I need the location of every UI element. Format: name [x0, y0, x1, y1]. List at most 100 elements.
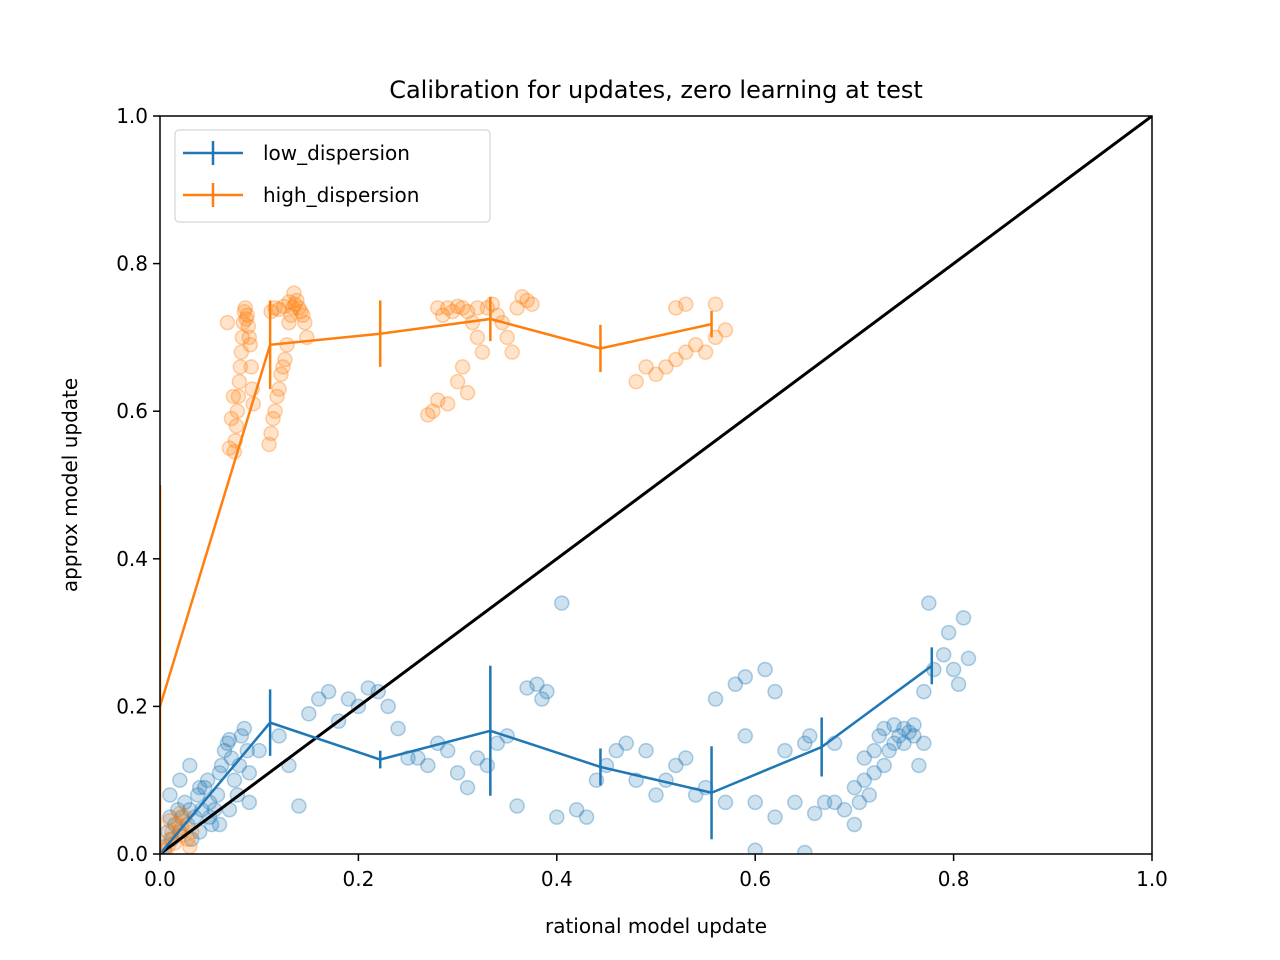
data-point-1-74	[469, 329, 486, 346]
data-point-1-30	[242, 337, 259, 353]
data-point-0-68	[509, 798, 525, 814]
data-point-0-42	[241, 794, 258, 811]
data-point-0-100	[806, 805, 823, 822]
data-point-1-71	[454, 300, 471, 316]
data-point-1-102	[707, 296, 724, 312]
data-point-0-105	[856, 772, 873, 788]
data-point-1-92	[668, 351, 684, 368]
plot-area	[160, 116, 1152, 854]
data-point-0-133	[851, 794, 868, 811]
data-point-0-31	[233, 728, 250, 744]
data-point-0-129	[896, 735, 912, 752]
data-point-0-43	[251, 742, 267, 759]
data-point-0-96	[777, 742, 793, 759]
identity-line	[160, 116, 1152, 854]
data-point-1-10	[182, 838, 198, 854]
y-tick-label-3: 0.6	[116, 399, 148, 423]
data-point-0-51	[340, 691, 357, 707]
data-point-1-89	[524, 296, 540, 312]
data-point-0-97	[787, 794, 803, 811]
data-point-1-60	[271, 301, 287, 318]
data-point-0-113	[906, 717, 922, 733]
data-point-0-55	[380, 698, 396, 715]
legend-label-low-dispersion: low_dispersion	[263, 141, 410, 165]
data-point-0-72	[539, 683, 555, 700]
data-point-0-131	[916, 735, 932, 752]
data-point-0-101	[816, 794, 833, 811]
data-point-0-103	[836, 801, 853, 818]
data-point-0-5	[170, 801, 186, 818]
data-point-0-61	[439, 742, 456, 759]
data-point-1-24	[236, 303, 253, 320]
data-point-0-74	[554, 595, 570, 611]
data-point-1-17	[229, 403, 246, 419]
series-line-high-dispersion	[160, 317, 712, 707]
data-point-0-132	[846, 779, 863, 796]
data-point-0-47	[301, 706, 317, 722]
data-point-0-102	[826, 794, 843, 811]
data-point-0-34	[241, 765, 258, 781]
data-point-1-43	[271, 381, 287, 397]
data-point-0-92	[737, 669, 754, 685]
data-point-1-78	[459, 385, 476, 401]
data-point-0-135	[747, 842, 763, 854]
data-point-1-62	[281, 294, 297, 310]
data-point-1-72	[459, 303, 476, 320]
data-point-0-8	[177, 794, 193, 811]
data-point-1-85	[504, 344, 520, 360]
data-point-1-63	[286, 285, 302, 301]
chart-title: Calibration for updates, zero learning a…	[389, 76, 923, 104]
data-point-0-40	[211, 816, 228, 833]
data-point-1-16	[228, 418, 245, 434]
data-point-0-137	[737, 728, 754, 744]
data-point-0-83	[648, 787, 664, 803]
data-point-0-53	[360, 680, 377, 696]
data-point-1-70	[449, 298, 466, 315]
data-point-1-93	[678, 344, 694, 360]
data-point-0-106	[866, 765, 882, 781]
data-point-0-17	[199, 772, 216, 788]
data-point-0-115	[916, 683, 932, 700]
data-point-1-38	[261, 436, 277, 453]
data-point-1-52	[289, 292, 305, 309]
data-point-0-119	[940, 624, 957, 641]
data-point-1-95	[697, 344, 714, 360]
data-point-0-112	[901, 724, 917, 740]
data-point-1-77	[454, 359, 471, 375]
data-point-0-32	[236, 720, 253, 737]
data-point-0-70	[529, 676, 545, 693]
data-point-1-68	[439, 300, 456, 316]
y-tick-label-5: 1.0	[116, 104, 148, 128]
y-tick-label-0: 0.0	[116, 842, 148, 866]
data-point-0-62	[449, 765, 466, 781]
data-point-0-85	[668, 757, 684, 774]
data-point-0-138	[767, 809, 783, 825]
legend: low_dispersion high_dispersion	[174, 129, 491, 223]
data-point-0-25	[219, 735, 236, 752]
data-point-1-44	[273, 366, 289, 383]
x-tick-label-5: 1.0	[1136, 867, 1168, 891]
data-point-1-75	[474, 344, 491, 360]
data-point-0-36	[172, 772, 188, 788]
data-point-1-104	[469, 300, 486, 316]
data-point-0-49	[320, 683, 337, 700]
legend-label-high-dispersion: high_dispersion	[263, 183, 419, 207]
data-point-1-20	[232, 359, 249, 375]
data-point-1-25	[237, 300, 254, 316]
data-point-0-35	[162, 787, 178, 803]
data-point-0-98	[797, 735, 813, 752]
x-axis-label: rational model update	[545, 914, 767, 938]
axes-frame	[159, 115, 1153, 855]
data-point-1-27	[239, 307, 256, 324]
data-point-1-37	[219, 314, 236, 331]
data-point-1-50	[285, 300, 301, 316]
data-point-0-110	[891, 728, 907, 744]
data-point-1-46	[277, 351, 293, 368]
data-point-1-49	[283, 307, 299, 324]
data-point-0-16	[196, 779, 213, 796]
data-point-0-126	[871, 728, 887, 744]
data-point-1-23	[235, 314, 252, 331]
data-point-1-79	[439, 396, 456, 412]
data-point-0-116	[921, 595, 937, 611]
data-point-0-69	[519, 680, 535, 696]
